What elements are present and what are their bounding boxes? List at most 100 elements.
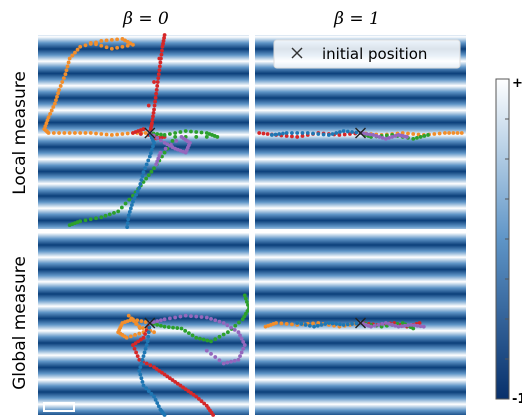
trajectory-point [354, 321, 359, 326]
marker-stroke [355, 317, 366, 329]
trajectory-point [120, 44, 125, 49]
trajectory-point [54, 98, 58, 103]
trajectory-point [162, 133, 167, 137]
trajectory-point [432, 132, 437, 136]
trajectory-point [150, 117, 155, 122]
trajectory-series [358, 321, 426, 329]
trajectory-point [156, 156, 161, 161]
trajectory-point [161, 38, 166, 43]
trajectory-point [128, 334, 133, 339]
trajectory-point [186, 331, 191, 336]
trajectory-point [215, 135, 220, 139]
trajectory-point [338, 130, 342, 134]
colorbar-ticks [505, 118, 509, 360]
trajectory-point [157, 56, 162, 61]
trajectory-point [183, 313, 188, 318]
trajectory-point [151, 144, 155, 149]
trajectory-point [64, 68, 69, 73]
trajectory-point [160, 370, 164, 375]
trajectory-point [148, 363, 153, 368]
trajectory-point [140, 357, 145, 362]
trajectory-point [109, 46, 114, 51]
trajectory-point [155, 132, 160, 136]
trajectory-point [194, 130, 199, 134]
trajectory-point [162, 150, 167, 155]
trajectory-point [241, 339, 246, 344]
trajectory-point [269, 133, 274, 137]
trajectory-point [371, 133, 376, 137]
trajectory-point [334, 322, 339, 326]
trajectory-point [138, 182, 143, 186]
trajectory-point [126, 213, 131, 218]
trajectory-point [104, 38, 109, 43]
trajectory-series [358, 131, 409, 141]
trajectory-point [94, 216, 98, 221]
trajectory-point [48, 111, 53, 116]
trajectory-point [88, 131, 93, 135]
trajectory-point [415, 323, 420, 328]
trajectory-point [393, 134, 398, 138]
trajectory-point [155, 136, 160, 140]
trajectory-point [99, 38, 104, 43]
trajectory-point [426, 133, 430, 137]
trajectory-point [140, 174, 145, 179]
trajectory-point [141, 335, 146, 340]
trajectory-point [160, 48, 164, 53]
trajectory-point [246, 303, 250, 307]
trajectory-point [150, 147, 154, 152]
trajectory-point [104, 45, 109, 50]
trajectory-point [406, 131, 410, 136]
trajectory-point [217, 358, 222, 363]
trajectory-point [137, 368, 142, 373]
trajectory-point [183, 328, 188, 333]
trajectory-point [58, 84, 63, 88]
trajectory-point [146, 389, 151, 393]
trajectory-point [139, 361, 144, 366]
trajectory-point [189, 391, 193, 395]
trajectory-series [124, 131, 156, 233]
trajectory-point [204, 348, 209, 353]
trajectory-point [42, 127, 47, 131]
trajectory-point [244, 299, 249, 304]
trajectory-point [126, 217, 131, 222]
trajectory-point [67, 223, 72, 228]
trajectory-point [158, 60, 163, 65]
trajectory-point [225, 323, 230, 328]
trajectory-point [139, 178, 144, 182]
trajectory-point [443, 131, 447, 135]
trajectory-point [162, 324, 167, 329]
trajectory-point [132, 346, 137, 351]
row-divider [38, 229, 466, 233]
trajectory-point [166, 325, 171, 330]
trajectory-point [179, 135, 184, 139]
trajectory-point [411, 132, 416, 136]
trajectory-point [284, 131, 289, 135]
trajectory-point [387, 322, 391, 326]
trajectory-point [319, 322, 324, 327]
trajectory-point [131, 199, 135, 204]
trajectory-point [146, 330, 151, 335]
trajectory-point [115, 132, 120, 137]
trajectory-point [155, 322, 160, 327]
trajectory-point [155, 84, 160, 88]
trajectory-point [144, 361, 149, 366]
trajectory-point [137, 331, 142, 336]
trajectory-point [159, 132, 163, 137]
trajectory-point [402, 323, 407, 328]
trajectory-point [194, 335, 199, 340]
trajectory-point [390, 135, 395, 139]
trajectory-point [178, 130, 183, 134]
trajectory-point [149, 391, 154, 396]
trajectory-point [418, 324, 423, 329]
trajectory-point [99, 132, 104, 136]
trajectory-point [57, 87, 61, 92]
scale-bar [43, 402, 75, 412]
trajectory-point [229, 325, 233, 330]
trajectory-point [411, 326, 416, 331]
trajectory-point [245, 309, 250, 313]
trajectory-point [103, 213, 108, 218]
trajectory-point [149, 169, 154, 174]
trajectory-point [205, 338, 210, 343]
trajectory-point [341, 129, 346, 133]
trajectory-point [183, 129, 188, 133]
